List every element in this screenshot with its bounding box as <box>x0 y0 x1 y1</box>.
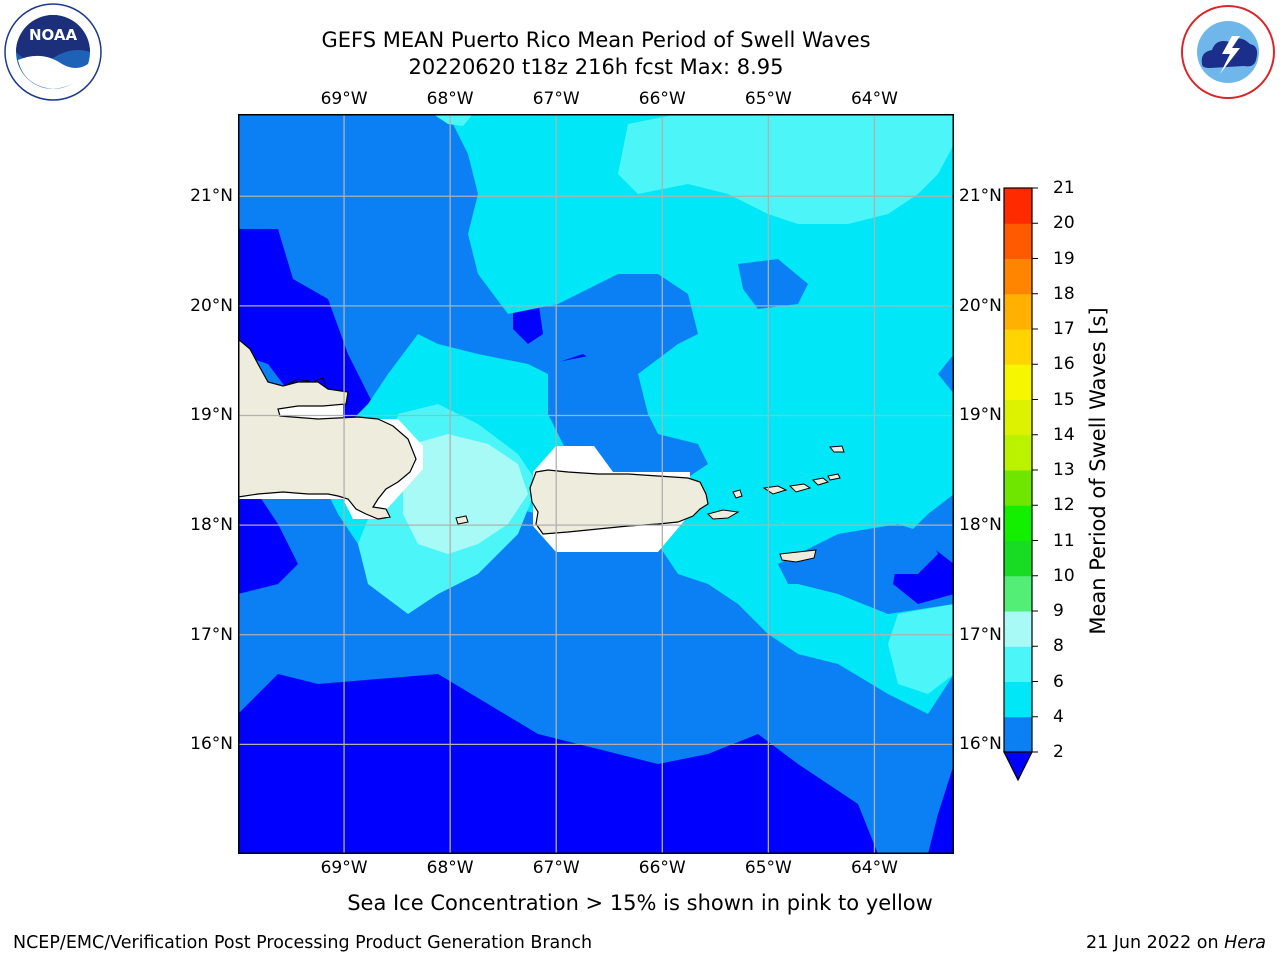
latitude-label: 17°N <box>959 624 1002 645</box>
north-islets <box>287 377 327 387</box>
st-croix-island <box>779 549 817 563</box>
latitude-label: 20°N <box>190 295 233 316</box>
swell-period-map <box>238 114 954 854</box>
colorbar-segment <box>1004 716 1032 753</box>
latitude-label: 16°N <box>190 734 233 755</box>
latitude-label: 21°N <box>190 186 233 207</box>
chart-title: GEFS MEAN Puerto Rico Mean Period of Swe… <box>321 28 871 52</box>
latitude-label: 18°N <box>190 515 233 536</box>
anegada-island <box>829 445 845 453</box>
latitude-label: 18°N <box>959 515 1002 536</box>
longitude-label: 65°W <box>744 89 792 109</box>
puerto-rico-land <box>529 469 709 535</box>
colorbar-segment <box>1004 575 1032 612</box>
colorbar-tick-label: 9 <box>1053 601 1064 621</box>
colorbar-segment <box>1004 188 1032 224</box>
latitude-label: 16°N <box>959 734 1002 755</box>
field-below-2-sw <box>238 494 298 594</box>
colorbar-segment <box>1004 470 1032 506</box>
field-8-9 <box>403 434 528 554</box>
colorbar-segment <box>1004 293 1032 330</box>
colorbar-tick-label: 14 <box>1053 424 1075 445</box>
vieques-island <box>707 509 740 520</box>
colorbar-tick-label: 20 <box>1053 213 1075 234</box>
colorbar-tick-label: 13 <box>1053 460 1075 480</box>
noaa-logo-text: NOAA <box>29 26 78 44</box>
longitude-label: 64°W <box>850 858 898 878</box>
colorbar-segment <box>1004 399 1032 436</box>
latitude-label: 19°N <box>190 405 233 426</box>
colorbar-tick-label: 15 <box>1053 389 1075 410</box>
colorbar-tick-label: 17 <box>1053 319 1075 339</box>
colorbar-under-extension <box>1003 751 1033 782</box>
sea-ice-note: Sea Ice Concentration > 15% is shown in … <box>347 891 933 915</box>
colorbar <box>1003 187 1038 782</box>
credit-producer: NCEP/EMC/Verification Post Processing Pr… <box>13 933 593 953</box>
chart-subtitle: 20220620 t18z 216h fcst Max: 8.95 <box>408 55 784 79</box>
colorbar-segment <box>1004 681 1032 718</box>
colorbar-tick-label: 16 <box>1053 354 1075 375</box>
colorbar-tick-label: 21 <box>1053 178 1075 198</box>
field-below-2-nw <box>238 229 398 444</box>
longitude-label: 66°W <box>638 89 686 109</box>
graticule <box>238 114 954 854</box>
saona-island <box>455 515 469 525</box>
colorbar-segment <box>1004 611 1032 647</box>
field-6-8-east <box>888 604 954 694</box>
longitude-label: 66°W <box>638 858 686 878</box>
longitude-label: 69°W <box>320 89 368 109</box>
hispaniola-land <box>238 338 417 520</box>
virgin-islands <box>762 473 841 495</box>
colorbar-title: Mean Period of Swell Waves [s] <box>1086 307 1110 635</box>
latitude-label: 21°N <box>959 186 1002 207</box>
colorbar-segment <box>1004 258 1032 295</box>
longitude-label: 68°W <box>426 89 474 109</box>
longitude-label: 64°W <box>850 89 898 109</box>
latitude-label: 19°N <box>959 405 1002 426</box>
colorbar-segment <box>1004 364 1032 400</box>
credit-date: 21 Jun 2022 on Hera <box>1086 932 1266 954</box>
map-frame <box>238 114 954 854</box>
longitude-label: 65°W <box>744 858 792 878</box>
colorbar-segment <box>1004 646 1032 682</box>
field-6-8-northwest <box>433 114 473 126</box>
colorbar-segment <box>1004 329 1032 365</box>
longitude-label: 67°W <box>532 89 580 109</box>
credit-date-text: 21 Jun 2022 on <box>1085 933 1225 953</box>
longitude-label: 69°W <box>320 858 368 878</box>
colorbar-tick-label: 19 <box>1053 248 1075 269</box>
colorbar-segment <box>1004 434 1032 471</box>
longitude-label: 68°W <box>426 858 474 878</box>
colorbar-tick-label: 4 <box>1053 706 1064 727</box>
field-2-4-hole-s <box>538 594 593 624</box>
nws-logo <box>1181 5 1275 99</box>
colorbar-tick-label: 18 <box>1053 283 1075 304</box>
field-2-4-hole-se <box>778 524 938 584</box>
colorbar-tick-label: 12 <box>1053 495 1075 516</box>
colorbar-segment <box>1004 223 1032 259</box>
field-2-4-hole-east <box>738 259 808 309</box>
noaa-logo: NOAA <box>4 3 102 101</box>
colorbar-tick-label: 10 <box>1053 565 1075 586</box>
colorbar-segment <box>1004 505 1032 541</box>
colorbar-tick-label: 11 <box>1053 530 1075 551</box>
colorbar-tick-label: 2 <box>1053 742 1064 762</box>
latitude-label: 20°N <box>959 295 1002 316</box>
colorbar-tick-label: 6 <box>1053 671 1064 692</box>
culebra-island <box>732 489 743 499</box>
latitude-label: 17°N <box>190 624 233 645</box>
longitude-label: 67°W <box>532 858 580 878</box>
colorbar-tick-label: 8 <box>1053 636 1064 657</box>
credit-machine: Hera <box>1224 933 1266 953</box>
colorbar-segment <box>1004 540 1032 577</box>
